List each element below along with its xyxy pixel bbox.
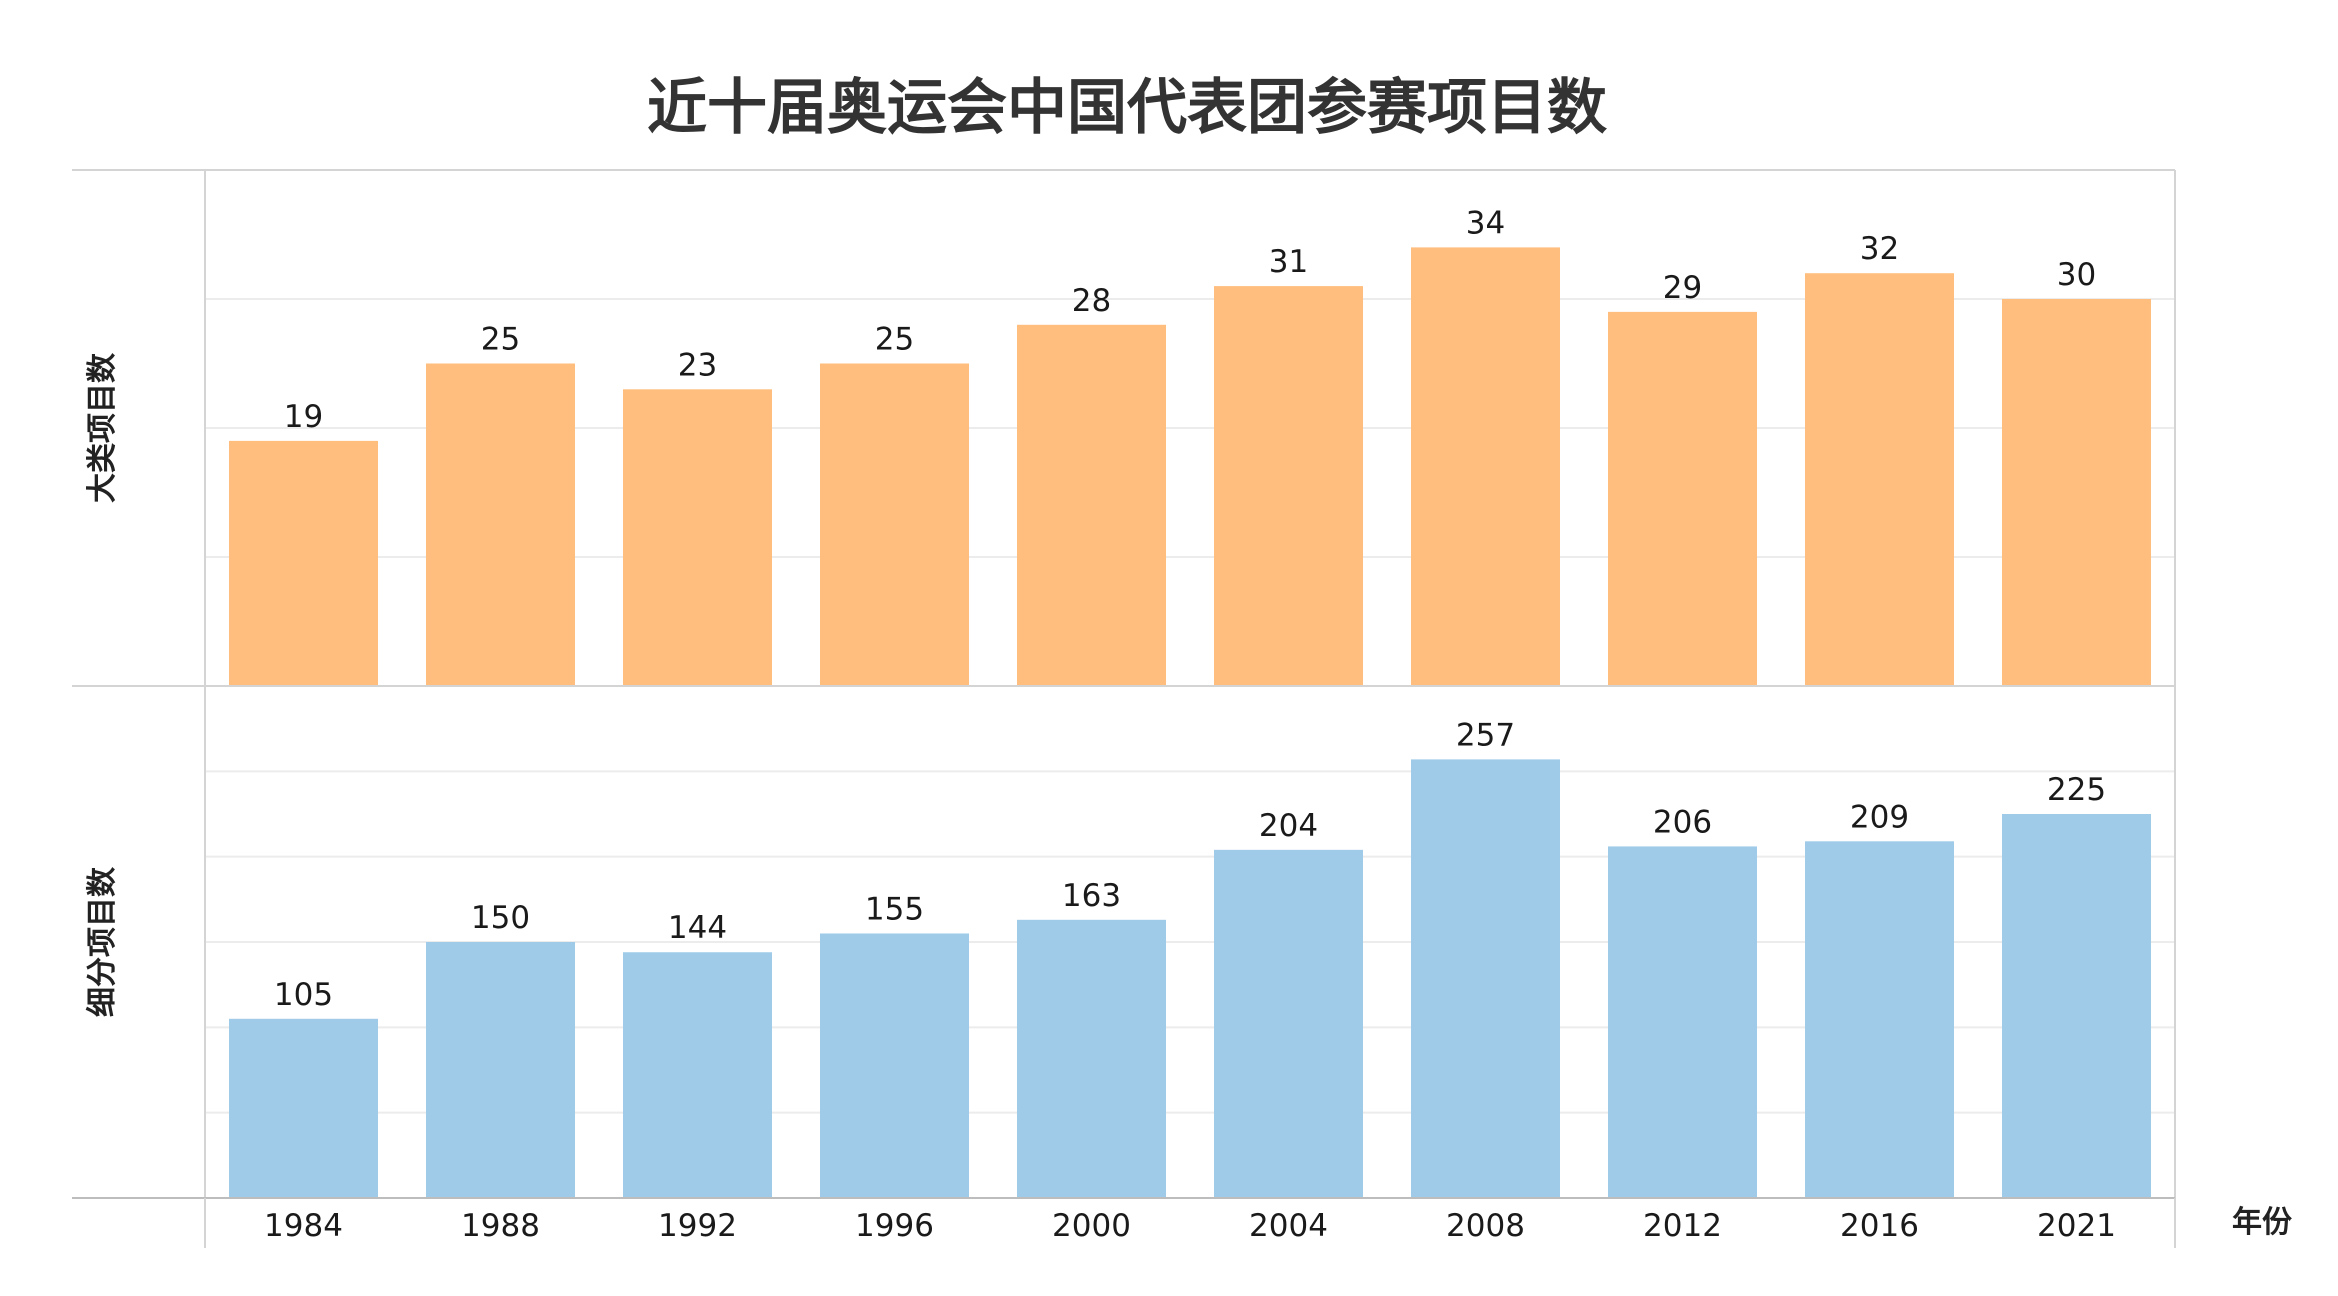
bar-2012 (1608, 846, 1757, 1198)
bar-1988 (426, 942, 575, 1198)
chart-title: 近十届奥运会中国代表团参赛项目数 (647, 73, 1607, 143)
data-label: 28 (1072, 283, 1111, 319)
data-label: 150 (471, 900, 530, 936)
data-label: 25 (875, 322, 914, 358)
bar-1996 (820, 933, 969, 1198)
bar-1984 (229, 1018, 378, 1198)
bar-2016 (1805, 841, 1954, 1198)
bar-2008 (1411, 247, 1560, 686)
x-tick-label: 2016 (1840, 1208, 1919, 1244)
x-tick-label: 2008 (1446, 1208, 1525, 1244)
bar-2004 (1214, 849, 1363, 1198)
bar-1988 (426, 363, 575, 686)
data-label: 225 (2047, 772, 2106, 808)
bar-2004 (1214, 286, 1363, 686)
panel-1: 大类项目数 19 25 23 25 28 31 34 29 32 30 (72, 169, 2176, 686)
bar-1992 (623, 952, 772, 1198)
data-label: 206 (1653, 804, 1712, 840)
data-label: 257 (1456, 717, 1515, 753)
data-label: 23 (678, 347, 717, 383)
data-label: 34 (1466, 205, 1505, 241)
data-label: 30 (2057, 257, 2096, 293)
y-axis-title: 细分项目数 (85, 866, 120, 1017)
data-label: 163 (1062, 878, 1121, 914)
x-tick-label: 2012 (1643, 1208, 1722, 1244)
bar-2012 (1608, 311, 1757, 686)
x-tick-label: 1996 (855, 1208, 934, 1244)
data-label: 19 (284, 399, 323, 435)
x-axis: 1984 1988 1992 1996 2000 2004 2008 2012 2016 2021 (72, 1197, 2176, 1248)
bar-1984 (229, 440, 378, 686)
data-label: 209 (1850, 799, 1909, 835)
x-tick-label: 2000 (1052, 1208, 1131, 1244)
data-label: 105 (274, 977, 333, 1013)
data-label: 31 (1269, 244, 1308, 280)
bar-2016 (1805, 273, 1954, 686)
panels-layer: 大类项目数 19 25 23 25 28 31 34 29 32 30 细分项目数 105 150 144 1… (72, 169, 2176, 1198)
bar-2021 (2002, 299, 2151, 686)
data-label: 155 (865, 891, 924, 927)
data-label: 144 (668, 910, 727, 946)
data-label: 25 (481, 322, 520, 358)
data-label: 204 (1259, 808, 1318, 844)
bar-2008 (1411, 759, 1560, 1198)
bar-1992 (623, 389, 772, 686)
bar-1996 (820, 363, 969, 686)
x-tick-label: 1988 (461, 1208, 540, 1244)
x-tick-label: 1984 (264, 1208, 343, 1244)
x-tick-label: 2021 (2037, 1208, 2116, 1244)
x-axis-title: 年份 (2232, 1205, 2292, 1240)
x-tick-label: 2004 (1249, 1208, 1328, 1244)
bar-2021 (2002, 814, 2151, 1198)
x-tick-label: 1992 (658, 1208, 737, 1244)
data-label: 32 (1860, 231, 1899, 267)
bar-2000 (1017, 324, 1166, 686)
data-label: 29 (1663, 270, 1702, 306)
y-axis-title: 大类项目数 (85, 352, 120, 503)
bar-2000 (1017, 919, 1166, 1198)
panel-2: 细分项目数 105 150 144 155 163 204 257 206 209 225 (72, 685, 2176, 1198)
